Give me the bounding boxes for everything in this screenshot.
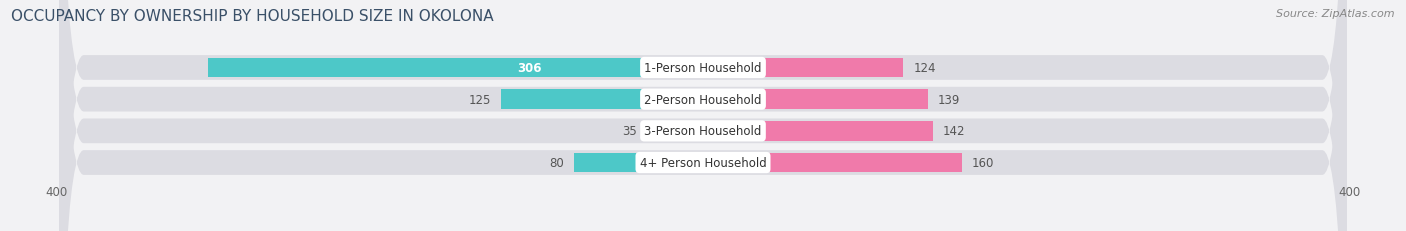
Bar: [703, 58, 904, 78]
Text: 35: 35: [621, 125, 637, 138]
FancyBboxPatch shape: [59, 0, 1347, 231]
Bar: [703, 122, 932, 141]
Bar: [703, 90, 928, 109]
Text: Source: ZipAtlas.com: Source: ZipAtlas.com: [1277, 9, 1395, 19]
Text: 124: 124: [914, 62, 936, 75]
Bar: [501, 90, 703, 109]
Bar: [208, 58, 703, 78]
Text: 306: 306: [517, 62, 543, 75]
FancyBboxPatch shape: [59, 0, 1347, 231]
Text: 80: 80: [550, 156, 564, 169]
FancyBboxPatch shape: [59, 0, 1347, 231]
Bar: [574, 153, 703, 173]
Bar: [647, 122, 703, 141]
Text: 142: 142: [942, 125, 965, 138]
FancyBboxPatch shape: [59, 0, 1347, 231]
Text: 3-Person Household: 3-Person Household: [644, 125, 762, 138]
Bar: [703, 153, 962, 173]
Text: 2-Person Household: 2-Person Household: [644, 93, 762, 106]
Text: 139: 139: [938, 93, 960, 106]
Text: 4+ Person Household: 4+ Person Household: [640, 156, 766, 169]
Text: OCCUPANCY BY OWNERSHIP BY HOUSEHOLD SIZE IN OKOLONA: OCCUPANCY BY OWNERSHIP BY HOUSEHOLD SIZE…: [11, 9, 494, 24]
Text: 125: 125: [468, 93, 491, 106]
Text: 160: 160: [972, 156, 994, 169]
Text: 1-Person Household: 1-Person Household: [644, 62, 762, 75]
